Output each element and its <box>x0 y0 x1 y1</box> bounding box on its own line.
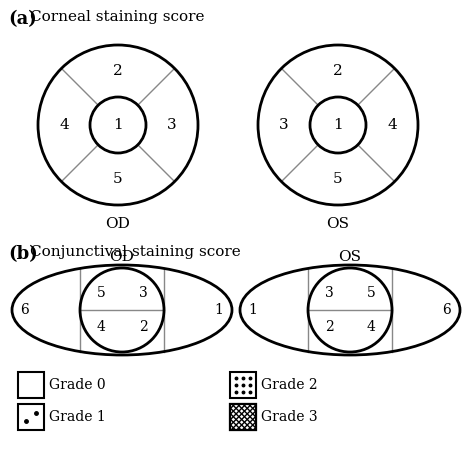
Text: Grade 3: Grade 3 <box>261 410 318 424</box>
Text: 4: 4 <box>366 320 375 334</box>
Text: 4: 4 <box>59 118 69 132</box>
Text: 2: 2 <box>333 64 343 78</box>
Text: 6: 6 <box>21 303 29 317</box>
Text: Grade 0: Grade 0 <box>49 378 106 392</box>
Text: 5: 5 <box>113 172 123 186</box>
Text: Corneal staining score: Corneal staining score <box>30 10 204 24</box>
Text: 3: 3 <box>167 118 177 132</box>
Text: (b): (b) <box>8 245 38 263</box>
Text: 2: 2 <box>325 320 333 334</box>
Text: 2: 2 <box>113 64 123 78</box>
Bar <box>230 372 256 398</box>
Text: 1: 1 <box>333 118 343 132</box>
Text: 5: 5 <box>97 286 105 300</box>
Bar <box>18 372 44 398</box>
Text: 3: 3 <box>279 118 289 132</box>
Text: 1: 1 <box>248 303 257 317</box>
Text: 4: 4 <box>387 118 397 132</box>
Text: OS: OS <box>338 250 362 264</box>
Bar <box>230 404 256 430</box>
Text: OS: OS <box>327 217 349 231</box>
Bar <box>18 404 44 430</box>
Bar <box>230 404 256 430</box>
Text: 3: 3 <box>325 286 333 300</box>
Text: 2: 2 <box>138 320 147 334</box>
Text: (a): (a) <box>8 10 37 28</box>
Text: 4: 4 <box>97 320 105 334</box>
Text: 1: 1 <box>113 118 123 132</box>
Text: Grade 1: Grade 1 <box>49 410 106 424</box>
Text: 5: 5 <box>366 286 375 300</box>
Text: OD: OD <box>109 250 135 264</box>
Text: 3: 3 <box>138 286 147 300</box>
Text: 5: 5 <box>333 172 343 186</box>
Text: 6: 6 <box>443 303 451 317</box>
Text: Grade 2: Grade 2 <box>261 378 318 392</box>
Text: 1: 1 <box>215 303 223 317</box>
Text: Conjunctival staining score: Conjunctival staining score <box>30 245 241 259</box>
Text: OD: OD <box>106 217 130 231</box>
Bar <box>230 404 256 430</box>
